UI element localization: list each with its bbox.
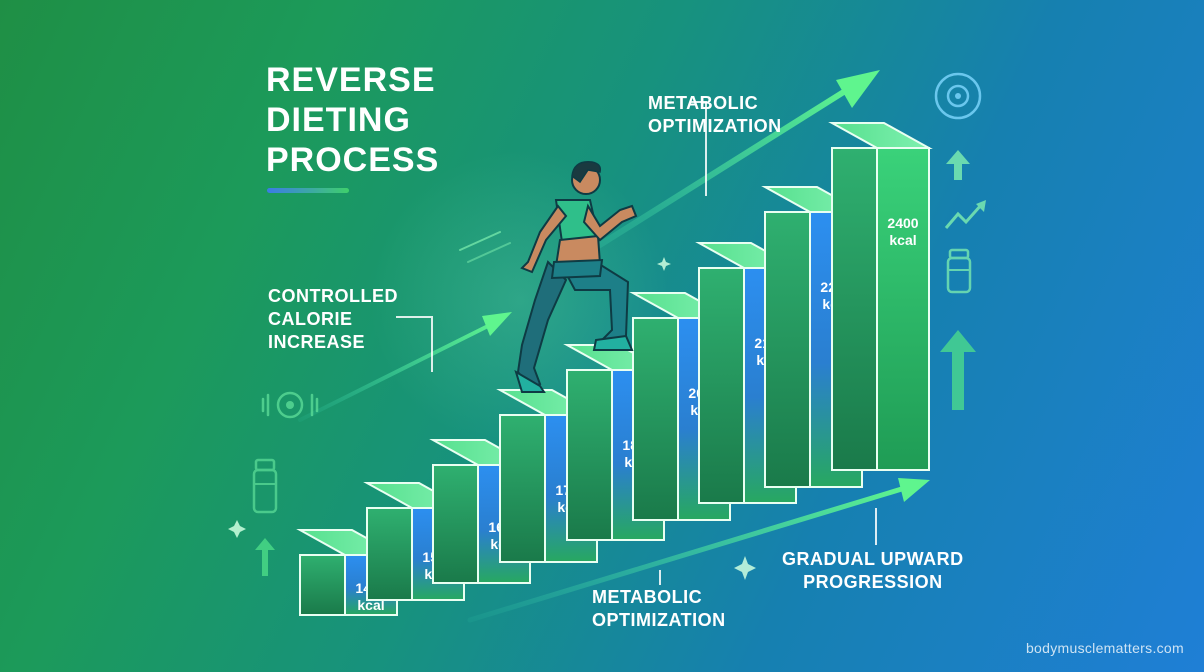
step-unit-label: kcal [889,232,916,248]
title-line-1: REVERSE [266,61,436,99]
step-bar-top [828,122,933,149]
step-bar-side [632,317,679,521]
shaker-bottle-icon-left [252,458,278,514]
gradual-line-1: GRADUAL UPWARD [782,549,964,569]
title-line-3: PROCESS [266,141,440,179]
metabolic-bottom-line-2: OPTIMIZATION [592,610,726,630]
controlled-calorie-callout: CONTROLLED CALORIE INCREASE [268,285,398,354]
gradual-progression-callout: GRADUAL UPWARD PROGRESSION [782,548,964,594]
sparkle-icon [228,257,756,580]
step-bar-side [299,554,346,616]
metabolic-top-callout: METABOLIC OPTIMIZATION [648,92,782,138]
step-bar-side [831,147,878,471]
up-arrow-icon [946,150,970,180]
watermark: bodymusclematters.com [1025,640,1184,656]
controlled-line-2: CALORIE [268,309,353,329]
controlled-line-3: INCREASE [268,332,366,352]
title-line-2: DIETING [266,101,411,139]
weight-plate-icon [934,72,982,120]
step-bar-side [499,414,546,563]
metabolic-top-leader-line [690,101,707,196]
step-bar-side [366,507,413,601]
metabolic-top-line-2: OPTIMIZATION [648,116,782,136]
step-bar-front [876,147,930,471]
dumbbell-icon [261,391,319,419]
controlled-line-1: CONTROLLED [268,286,398,306]
shaker-bottle-icon [946,248,972,294]
step-bar-side [432,464,479,584]
calorie-steps: 1400kcal1500kcal1600kcal1700kcal1800kcal… [296,122,933,616]
title-underline [267,188,349,193]
trend-arrow-bottom [467,478,930,623]
runner-figure [514,161,638,393]
metabolic-top-line-1: METABOLIC [648,93,759,113]
gradual-line-2: PROGRESSION [803,572,943,592]
metabolic-bottom-line-1: METABOLIC [592,587,703,607]
small-up-arrow-icon [255,538,275,576]
trend-arrow-icon [944,200,986,229]
step-bar-side [698,267,745,504]
controlled-leader-line [396,316,433,372]
metabolic-bottom-callout: METABOLIC OPTIMIZATION [592,586,726,632]
trend-arrow-middle [298,312,512,422]
step-value-label: 2400 [887,215,918,231]
step-bar-side [566,369,613,541]
step-bar-side [764,211,811,488]
page-title: REVERSE DIETING PROCESS [266,60,439,180]
big-up-arrow-icon [940,330,976,410]
